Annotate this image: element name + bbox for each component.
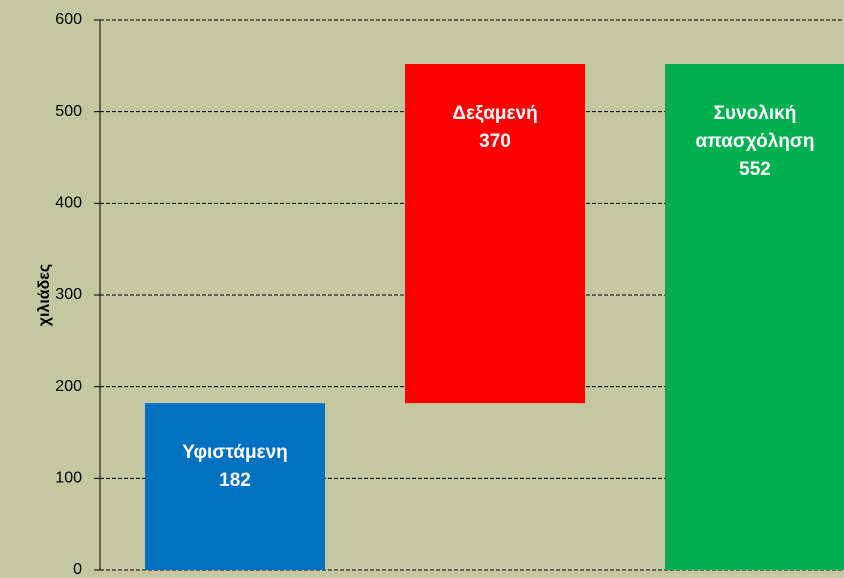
value-label: 370 [479,131,511,152]
y-tick-label: 200 [55,378,82,395]
bar-label: Συνολική απασχόληση 552 [665,100,844,184]
y-tick-label: 100 [55,470,82,487]
category-label: Δεξαμενή [452,103,538,124]
bar [405,64,585,404]
value-label: 182 [219,470,251,492]
bar-label: Υφιστάμενη 182 [145,439,325,495]
y-tick-label: 500 [55,103,82,120]
y-axis-label: χιλιάδες [36,264,53,326]
y-tick-label: 300 [55,286,82,303]
category-label: Συνολική απασχόληση [695,103,815,152]
value-label: 552 [739,159,771,180]
bar [665,64,844,570]
bar-label: Δεξαμενή 370 [405,100,585,156]
bar [145,403,325,570]
y-tick-label: 400 [55,195,82,212]
y-tick-label: 600 [55,11,82,28]
y-tick-label: 0 [73,561,82,578]
category-label: Υφιστάμενη [182,442,288,464]
